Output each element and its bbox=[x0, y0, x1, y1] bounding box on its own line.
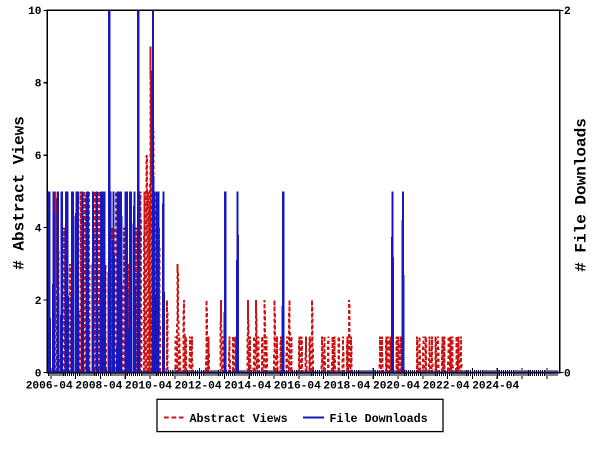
svg-text:2018-04: 2018-04 bbox=[323, 381, 370, 393]
svg-text:0: 0 bbox=[35, 368, 42, 380]
svg-text:# Abstract Views: # Abstract Views bbox=[11, 116, 29, 270]
svg-text:2006-04: 2006-04 bbox=[26, 381, 73, 393]
svg-text:8: 8 bbox=[35, 79, 42, 91]
svg-text:2024-04: 2024-04 bbox=[472, 381, 519, 393]
svg-text:2008-04: 2008-04 bbox=[75, 381, 122, 393]
svg-text:2: 2 bbox=[35, 296, 42, 308]
svg-text:2016-04: 2016-04 bbox=[274, 381, 321, 393]
svg-text:2010-04: 2010-04 bbox=[125, 381, 172, 393]
svg-text:10: 10 bbox=[28, 6, 42, 18]
svg-text:2: 2 bbox=[564, 6, 571, 18]
svg-text:# File Downloads: # File Downloads bbox=[573, 118, 591, 272]
svg-text:6: 6 bbox=[35, 151, 42, 163]
svg-text:2012-04: 2012-04 bbox=[175, 381, 222, 393]
svg-text:2020-04: 2020-04 bbox=[373, 381, 420, 393]
svg-text:File Downloads: File Downloads bbox=[330, 412, 428, 426]
svg-text:0: 0 bbox=[564, 368, 571, 380]
svg-text:2014-04: 2014-04 bbox=[224, 381, 271, 393]
svg-text:4: 4 bbox=[35, 223, 42, 235]
svg-text:2022-04: 2022-04 bbox=[423, 381, 470, 393]
svg-text:Abstract Views: Abstract Views bbox=[190, 412, 288, 426]
